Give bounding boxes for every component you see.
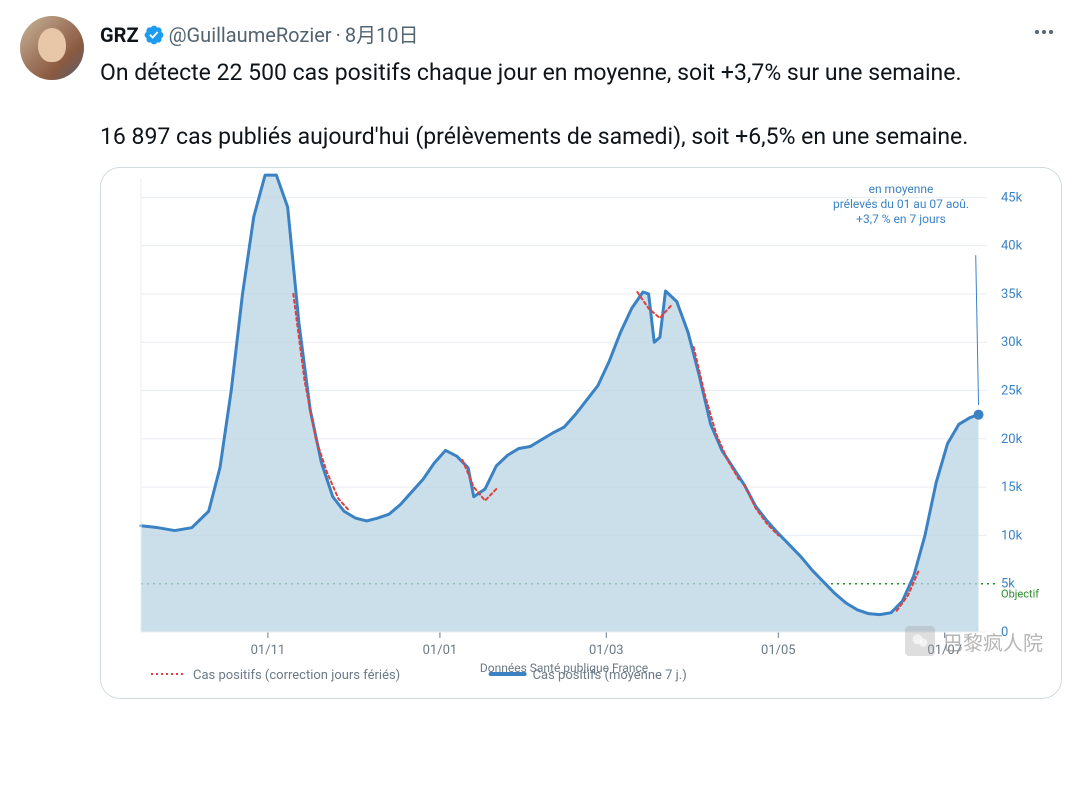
covid-cases-line-chart: 05k10k15k20k25k30k35k40k45k01/1101/0101/… bbox=[101, 168, 1061, 698]
avatar[interactable] bbox=[20, 16, 84, 80]
chart-card[interactable]: 05k10k15k20k25k30k35k40k45k01/1101/0101/… bbox=[100, 167, 1062, 699]
svg-text:Cas positifs (correction jours: Cas positifs (correction jours fériés) bbox=[193, 668, 400, 683]
svg-text:35k: 35k bbox=[1001, 287, 1023, 302]
svg-text:01/03: 01/03 bbox=[589, 643, 624, 658]
svg-text:01/01: 01/01 bbox=[423, 643, 458, 658]
svg-text:Cas positifs (moyenne 7 j.): Cas positifs (moyenne 7 j.) bbox=[533, 668, 687, 683]
svg-text:25k: 25k bbox=[1001, 384, 1023, 399]
svg-text:01/05: 01/05 bbox=[761, 643, 796, 658]
svg-text:10k: 10k bbox=[1001, 528, 1023, 543]
chart-annotation: en moyenneprélevés du 01 au 07 aoû.+3,7 … bbox=[821, 182, 981, 227]
svg-text:40k: 40k bbox=[1001, 239, 1023, 254]
user-handle[interactable]: @GuillaumeRozier bbox=[169, 23, 332, 47]
svg-text:Objectif: Objectif bbox=[1001, 588, 1039, 601]
svg-text:15k: 15k bbox=[1001, 480, 1023, 495]
more-icon[interactable] bbox=[1028, 16, 1060, 53]
svg-text:30k: 30k bbox=[1001, 335, 1023, 350]
svg-text:20k: 20k bbox=[1001, 432, 1023, 447]
svg-text:45k: 45k bbox=[1001, 190, 1023, 205]
tweet-text: On détecte 22 500 cas positifs chaque jo… bbox=[100, 57, 1060, 153]
separator-dot: · bbox=[336, 23, 341, 47]
tweet-header: GRZ @GuillaumeRozier · 8月10日 bbox=[100, 16, 1060, 53]
svg-text:0: 0 bbox=[1001, 625, 1008, 640]
display-name[interactable]: GRZ bbox=[100, 23, 139, 47]
chart-image: 05k10k15k20k25k30k35k40k45k01/1101/0101/… bbox=[101, 168, 1061, 698]
svg-text:01/11: 01/11 bbox=[251, 643, 286, 658]
tweet-main: GRZ @GuillaumeRozier · 8月10日 On détecte … bbox=[100, 16, 1060, 699]
svg-text:01/07: 01/07 bbox=[927, 643, 962, 658]
verified-badge-icon bbox=[143, 24, 165, 46]
tweet-container: GRZ @GuillaumeRozier · 8月10日 On détecte … bbox=[0, 0, 1080, 709]
tweet-date[interactable]: 8月10日 bbox=[345, 23, 419, 47]
